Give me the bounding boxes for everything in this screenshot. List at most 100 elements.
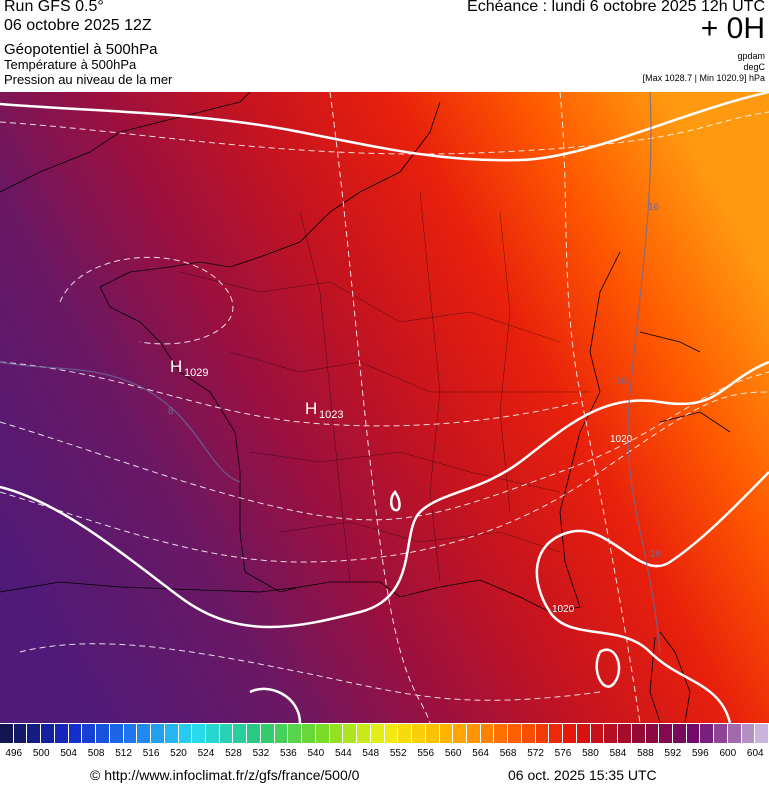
contour-label: 16 — [648, 202, 660, 213]
colorbar-swatch — [590, 724, 605, 743]
colorbar-swatch — [384, 724, 399, 743]
colorbar-tick-label: 536 — [280, 748, 297, 759]
colorbar-swatch — [549, 724, 564, 743]
colorbar-tick-label: 576 — [554, 748, 572, 759]
high-letter: H — [170, 357, 182, 376]
colorbar-tick-label: 512 — [115, 748, 132, 759]
temperature-contours — [0, 92, 769, 723]
colorbar-tick-label: 544 — [334, 748, 352, 759]
colorbar-swatch — [714, 724, 728, 743]
colorbar — [0, 724, 769, 743]
isotherms — [0, 92, 661, 653]
colorbar-swatch — [604, 724, 619, 743]
colorbar-tick-label: 548 — [362, 748, 380, 759]
colorbar-swatch — [535, 724, 550, 743]
colorbar-tick-label: 568 — [499, 748, 517, 759]
colorbar-tick-label: 528 — [225, 748, 242, 759]
colorbar-tick-label: 580 — [582, 748, 599, 759]
colorbar-swatch — [151, 724, 165, 743]
colorbar-tick-label: 560 — [444, 748, 462, 759]
colorbar-tick-label: 584 — [609, 748, 627, 759]
source-url: © http://www.infoclimat.fr/z/gfs/france/… — [90, 767, 360, 783]
unit: degC — [743, 62, 765, 72]
contour-label: 16 — [616, 376, 628, 387]
field: Température à 500hPa — [4, 57, 137, 72]
colorbar-swatch — [178, 724, 193, 743]
colorbar-swatch — [645, 724, 660, 743]
high-value: 1029 — [184, 367, 208, 379]
colorbar-swatch — [233, 724, 248, 743]
colorbar-swatch — [329, 724, 344, 743]
colorbar-swatch — [480, 724, 495, 743]
pressure-range: [Max 1028.7 | Min 1020.9] hPa — [642, 73, 765, 83]
colorbar-tick-label: 588 — [637, 748, 654, 759]
colorbar-tick-label: 572 — [527, 748, 544, 759]
colorbar-swatch — [68, 724, 83, 743]
colorbar-swatch — [439, 724, 454, 743]
colorbar-swatch — [563, 724, 577, 743]
colorbar-swatch — [700, 724, 715, 743]
borders — [179, 191, 590, 583]
colorbar-swatch — [137, 724, 152, 743]
colorbar-tick-label: 532 — [252, 748, 270, 759]
colorbar-swatch — [494, 724, 509, 743]
colorbar-tick-label: 552 — [389, 748, 407, 759]
colorbar-swatch — [27, 724, 42, 743]
run-date: 06 octobre 2025 12Z — [4, 17, 152, 34]
colorbar-tick-label: 600 — [719, 748, 737, 759]
colorbar-swatch — [302, 724, 316, 743]
colorbar-swatch — [508, 724, 522, 743]
colorbar-swatch — [659, 724, 673, 743]
colorbar-swatch — [315, 724, 330, 743]
colorbar-tick-label: 524 — [197, 748, 215, 759]
contour-label: 1020 — [610, 434, 633, 445]
colorbar-swatch — [755, 724, 769, 743]
colorbar-swatch — [0, 724, 14, 743]
colorbar-swatch — [54, 724, 69, 743]
pressure-contours — [0, 92, 769, 723]
contour-label: 8 — [168, 406, 174, 417]
colorbar-tick-label: 500 — [32, 748, 50, 759]
colorbar-swatch — [398, 724, 413, 743]
colorbar-swatch — [96, 724, 110, 743]
colorbar-labels: 496 500 504 508 512 516 520 524 528 532 536 540 544 5… — [0, 748, 769, 762]
colorbar-swatch — [192, 724, 207, 743]
colorbar-swatch — [370, 724, 385, 743]
colorbar-swatch — [123, 724, 138, 743]
colorbar-swatch — [274, 724, 289, 743]
contour-label: 1020 — [552, 604, 575, 615]
field: Géopotentiel à 500hPa — [4, 41, 158, 58]
high-value: 1023 — [319, 409, 343, 421]
colorbar-swatch — [357, 724, 371, 743]
colorbar-tick-label: 604 — [746, 748, 764, 759]
colorbar-swatch — [631, 724, 646, 743]
colorbar-tick-label: 556 — [417, 748, 435, 759]
colorbar-swatch — [466, 724, 481, 743]
colorbar-tick-label: 508 — [87, 748, 105, 759]
colorbar-swatch — [686, 724, 701, 743]
colorbar-swatch — [109, 724, 124, 743]
colorbar-swatch — [164, 724, 179, 743]
colorbar-swatch — [219, 724, 234, 743]
valid-time: Echéance : lundi 6 octobre 2025 12h UTC — [467, 0, 765, 15]
colorbar-tick-label: 540 — [307, 748, 325, 759]
colorbar-swatch — [260, 724, 275, 743]
colorbar-swatch — [741, 724, 756, 743]
contour-label: 16 — [650, 549, 662, 560]
colorbar-swatch — [412, 724, 426, 743]
colorbar-swatch — [13, 724, 28, 743]
colorbar-swatch — [247, 724, 261, 743]
timestamp: 06 oct. 2025 15:35 UTC — [508, 767, 657, 783]
colorbar-swatch — [288, 724, 303, 743]
colorbar-tick-label: 496 — [5, 748, 23, 759]
colorbar-swatch — [576, 724, 591, 743]
coastlines — [0, 92, 731, 723]
colorbar-tick-label: 516 — [142, 748, 160, 759]
run: Run GFS 0.5° — [4, 0, 104, 15]
colorbar-swatch — [727, 724, 742, 743]
colorbar-tick-label: 592 — [664, 748, 682, 759]
colorbar-swatch — [521, 724, 536, 743]
colorbar-tick-label: 596 — [691, 748, 709, 759]
